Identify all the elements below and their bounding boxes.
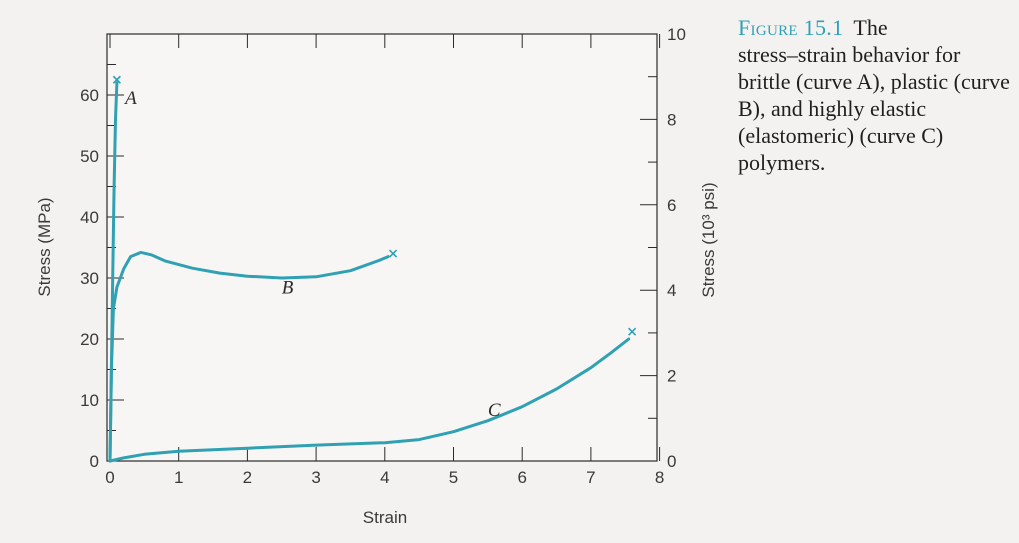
x-axis-title: Strain (363, 508, 407, 527)
curve-c-label: C (488, 400, 501, 421)
y2-tick-label: 8 (667, 110, 676, 129)
x-tick-label: 7 (586, 468, 595, 487)
figure-caption-title: The (853, 15, 888, 40)
y-tick-label: 10 (80, 391, 99, 410)
y2-tick-label: 6 (667, 196, 676, 215)
curve-b-line (108, 250, 390, 463)
figure-label: Figure 15.1 (738, 15, 844, 40)
curve-b-label: B (282, 277, 294, 298)
y-axis-title: Stress (MPa) (35, 197, 54, 296)
y-tick-label: 60 (80, 86, 99, 105)
x-tick-label: 4 (380, 468, 389, 487)
y-tick-label: 50 (80, 147, 99, 166)
y-tick-label: 30 (80, 269, 99, 288)
x-tick-label: 6 (517, 468, 526, 487)
y2-tick-label: 2 (667, 367, 676, 386)
y-tick-label: 0 (90, 452, 99, 471)
x-tick-label: 2 (243, 468, 252, 487)
curve-c-fracture-marker (628, 327, 637, 336)
x-tick-label: 5 (449, 468, 458, 487)
curve-a-label: A (123, 88, 137, 109)
x-tick-label: 8 (655, 468, 664, 487)
y2-tick-label: 0 (667, 452, 676, 471)
x-tick-label: 0 (105, 468, 114, 487)
y-tick-label: 20 (80, 330, 99, 349)
x-tick-label: 3 (311, 468, 320, 487)
y-tick-label: 40 (80, 208, 99, 227)
x-tick-label: 1 (174, 468, 183, 487)
y2-axis-title: Stress (10³ psi) (699, 182, 718, 297)
curve-c-line (108, 337, 631, 463)
figure-caption: Figure 15.1 The stress–strain behavior fo… (738, 14, 1013, 176)
stress-strain-chart: 0 1 2 3 4 5 6 7 801020304050600246810StrainStres… (35, 25, 718, 527)
curve-b-fracture-marker (388, 249, 398, 258)
figure-caption-text: stress–strain behavior for brittle (curv… (738, 42, 1010, 175)
y2-tick-label: 4 (667, 281, 676, 300)
plot-frame (106, 33, 658, 462)
curve-a-fracture-marker (112, 75, 121, 84)
y2-tick-label: 10 (667, 25, 686, 44)
